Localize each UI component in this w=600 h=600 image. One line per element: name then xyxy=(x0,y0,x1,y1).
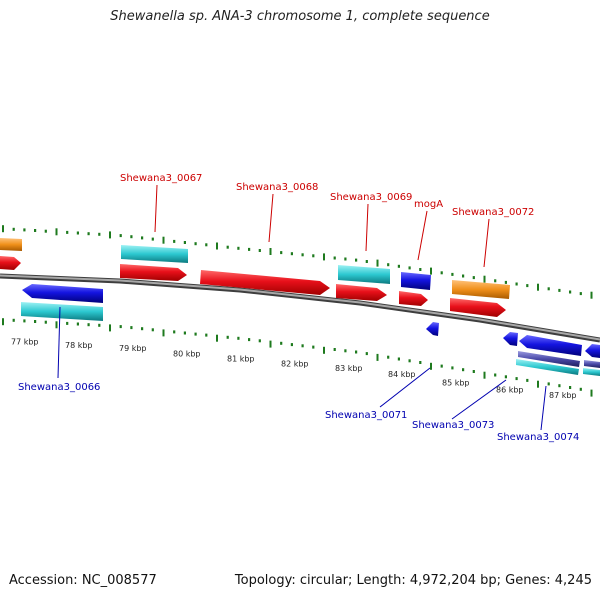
gene-label-0071: Shewana3_0071 xyxy=(325,410,407,421)
rna-feature-0072 xyxy=(452,280,510,299)
scale-labels: 77 kbp 78 kbp 79 kbp 80 kbp 81 kbp 82 kbp 83 k… xyxy=(11,338,577,400)
gene-label-mogA: mogA xyxy=(414,199,443,210)
scale-label: 87 kbp xyxy=(549,391,577,400)
gene-label-0074: Shewana3_0074 xyxy=(497,432,579,443)
forward-gene-labels: Shewana3_0067 Shewana3_0068 Shewana3_006… xyxy=(120,173,534,268)
cds-forward-mogA xyxy=(399,291,428,306)
accession-label: Accession: NC_008577 xyxy=(9,573,157,588)
genome-summary: Topology: circular; Length: 4,972,204 bp… xyxy=(234,573,592,588)
cds-reverse-0075 xyxy=(585,344,600,358)
cds-reverse-0066 xyxy=(22,284,103,303)
tick-row-inner xyxy=(2,318,593,397)
scale-label: 79 kbp xyxy=(119,344,147,353)
gene-feature-0069 xyxy=(338,265,390,284)
gene-feature-0074-a xyxy=(518,351,580,367)
scale-label: 84 kbp xyxy=(388,370,416,379)
cds-forward-0069 xyxy=(336,284,387,301)
cds-forward-0068 xyxy=(200,270,330,295)
gene-label-0068: Shewana3_0068 xyxy=(236,182,318,193)
gene-label-0073: Shewana3_0073 xyxy=(412,420,494,431)
scale-label: 80 kbp xyxy=(173,349,201,358)
tick-row-outer xyxy=(2,225,593,299)
cds-reverse-0074 xyxy=(519,335,582,356)
cds-reverse-0073 xyxy=(503,332,518,346)
gene-label-0067: Shewana3_0067 xyxy=(120,173,202,184)
gene-label-0066: Shewana3_0066 xyxy=(18,382,100,393)
cds-reverse-mogA-region xyxy=(401,272,431,290)
cds-reverse-0071 xyxy=(426,322,439,336)
gene-feature-0067 xyxy=(121,245,188,263)
gene-feature-0075-a xyxy=(584,360,600,368)
rna-feature-1 xyxy=(0,238,22,251)
scale-label: 83 kbp xyxy=(335,364,363,373)
gene-label-0072: Shewana3_0072 xyxy=(452,207,534,218)
map-title: Shewanella sp. ANA-3 chromosome 1, compl… xyxy=(110,9,490,24)
gene-feature-0074-b xyxy=(516,359,579,375)
scale-label: 82 kbp xyxy=(281,359,309,368)
gene-feature-0066 xyxy=(21,302,103,321)
cds-forward-0065 xyxy=(0,256,21,270)
scale-label: 78 kbp xyxy=(65,341,93,350)
scale-label: 85 kbp xyxy=(442,378,470,387)
scale-label: 81 kbp xyxy=(227,355,255,364)
gene-feature-0075-b xyxy=(583,368,600,376)
cds-forward-0072 xyxy=(450,298,506,317)
cds-forward-0067 xyxy=(120,264,187,281)
feature-track xyxy=(0,238,600,376)
gene-label-0069: Shewana3_0069 xyxy=(330,192,412,203)
scale-label: 86 kbp xyxy=(496,386,524,395)
reverse-gene-labels: Shewana3_0066 Shewana3_0071 Shewana3_007… xyxy=(18,306,579,443)
scale-label: 77 kbp xyxy=(11,338,39,347)
